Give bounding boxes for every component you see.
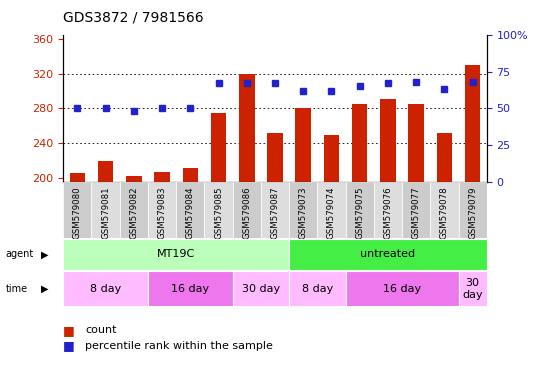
- Text: count: count: [85, 325, 117, 335]
- Text: GSM579087: GSM579087: [271, 187, 279, 240]
- Bar: [459, 182, 487, 238]
- Bar: [233, 271, 289, 306]
- Text: ■: ■: [63, 324, 75, 337]
- Text: GSM579081: GSM579081: [101, 187, 110, 240]
- Text: GSM579083: GSM579083: [157, 187, 167, 240]
- Bar: [261, 182, 289, 238]
- Text: GSM579080: GSM579080: [73, 187, 82, 240]
- Text: time: time: [6, 284, 28, 294]
- Bar: [176, 182, 205, 238]
- Text: GDS3872 / 7981566: GDS3872 / 7981566: [63, 11, 204, 25]
- Bar: [459, 271, 487, 306]
- Bar: [374, 182, 402, 238]
- Bar: [289, 239, 487, 270]
- Bar: [317, 182, 345, 238]
- Text: percentile rank within the sample: percentile rank within the sample: [85, 341, 273, 351]
- Text: ▶: ▶: [41, 249, 49, 260]
- Text: 8 day: 8 day: [90, 284, 121, 294]
- Text: 30 day: 30 day: [242, 284, 280, 294]
- Text: ■: ■: [63, 339, 75, 352]
- Text: agent: agent: [6, 249, 34, 260]
- Bar: [63, 239, 289, 270]
- Bar: [430, 182, 459, 238]
- Bar: [289, 271, 345, 306]
- Text: GSM579084: GSM579084: [186, 187, 195, 240]
- Text: GSM579082: GSM579082: [129, 187, 139, 240]
- Bar: [437, 133, 452, 182]
- Bar: [402, 182, 430, 238]
- Bar: [91, 182, 120, 238]
- Text: GSM579076: GSM579076: [383, 187, 393, 240]
- Bar: [211, 113, 226, 182]
- Text: GSM579077: GSM579077: [411, 187, 421, 240]
- Bar: [183, 169, 198, 182]
- Bar: [324, 136, 339, 182]
- Text: GSM579079: GSM579079: [468, 187, 477, 239]
- Bar: [345, 271, 459, 306]
- Text: 16 day: 16 day: [171, 284, 210, 294]
- Text: GSM579085: GSM579085: [214, 187, 223, 240]
- Bar: [345, 182, 374, 238]
- Bar: [98, 161, 113, 182]
- Bar: [148, 182, 176, 238]
- Bar: [70, 173, 85, 182]
- Bar: [295, 109, 311, 182]
- Bar: [63, 271, 148, 306]
- Text: untreated: untreated: [360, 249, 415, 260]
- Bar: [352, 104, 367, 182]
- Bar: [148, 271, 233, 306]
- Bar: [155, 172, 170, 182]
- Text: GSM579078: GSM579078: [440, 187, 449, 240]
- Bar: [63, 182, 91, 238]
- Text: GSM579086: GSM579086: [242, 187, 251, 240]
- Bar: [205, 182, 233, 238]
- Text: GSM579074: GSM579074: [327, 187, 336, 240]
- Text: GSM579073: GSM579073: [299, 187, 308, 240]
- Bar: [380, 99, 395, 182]
- Text: GSM579075: GSM579075: [355, 187, 364, 240]
- Bar: [267, 133, 283, 182]
- Text: 16 day: 16 day: [383, 284, 421, 294]
- Bar: [465, 65, 480, 182]
- Text: 30
day: 30 day: [463, 278, 483, 300]
- Bar: [289, 182, 317, 238]
- Bar: [233, 182, 261, 238]
- Bar: [126, 176, 141, 182]
- Bar: [120, 182, 148, 238]
- Text: ▶: ▶: [41, 284, 49, 294]
- Text: 8 day: 8 day: [302, 284, 333, 294]
- Bar: [239, 74, 255, 182]
- Bar: [409, 104, 424, 182]
- Text: MT19C: MT19C: [157, 249, 195, 260]
